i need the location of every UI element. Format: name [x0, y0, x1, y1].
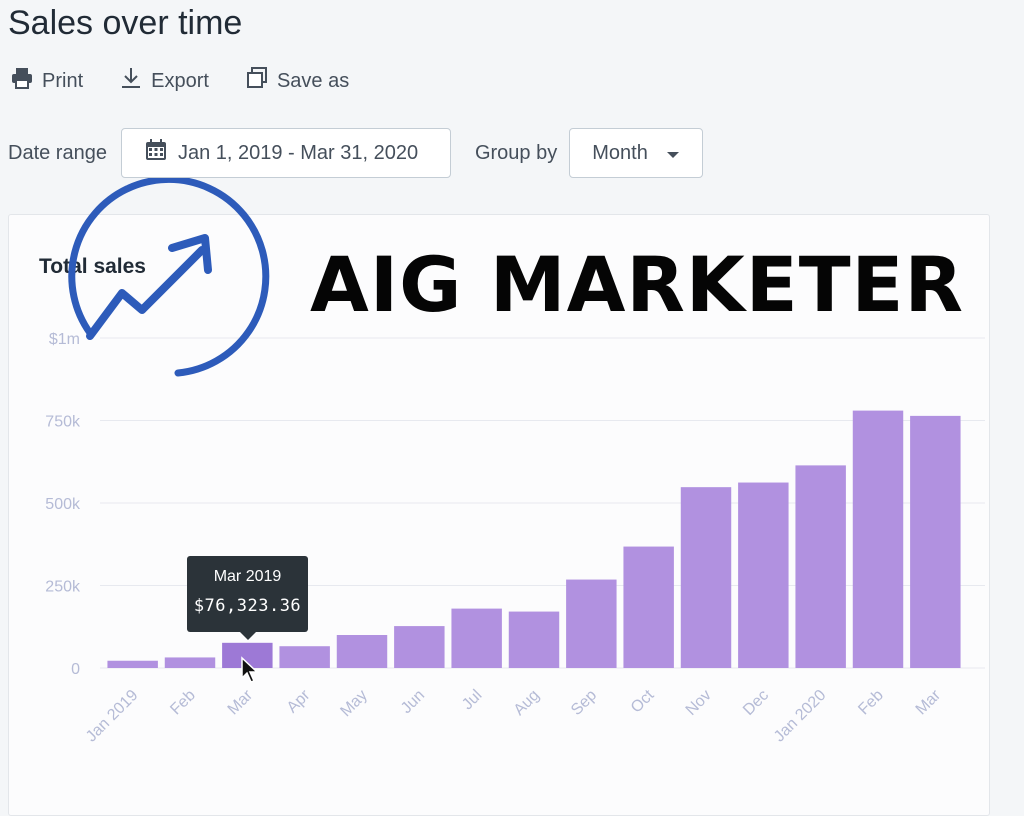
- sales-bar-chart: 0 250k 500k 750k $1m Jan 2019 Feb Mar Apr May Jun J…: [45, 331, 985, 746]
- bar-6[interactable]: [451, 608, 502, 668]
- bar-3[interactable]: [279, 646, 330, 668]
- caret-down-icon: [666, 142, 680, 165]
- bar-9[interactable]: [623, 546, 674, 668]
- y-tick-label: $1m: [49, 331, 80, 348]
- bar-7[interactable]: [508, 611, 560, 668]
- tooltip-arrow: [240, 632, 256, 640]
- y-tick-label: 500k: [45, 496, 81, 513]
- bar-tooltip: Mar 2019 $76,323.36: [187, 556, 308, 632]
- x-tick-label: Sep: [568, 687, 600, 719]
- bar-0[interactable]: [107, 660, 158, 668]
- group-by-value: Month: [592, 141, 648, 164]
- print-label: Print: [42, 69, 84, 92]
- x-tick-label: Feb: [855, 687, 887, 719]
- tooltip-value: $76,323.36: [193, 596, 302, 616]
- print-button[interactable]: Print: [10, 66, 83, 96]
- save-as-label: Save as: [276, 69, 350, 92]
- x-tick-label: Mar: [225, 686, 257, 718]
- y-tick-label: 0: [71, 661, 80, 678]
- x-tick-label: Jan 2020: [771, 687, 830, 746]
- mouse-cursor-icon: [241, 656, 259, 683]
- bar-13[interactable]: [852, 410, 904, 668]
- bar-8[interactable]: [566, 579, 617, 668]
- page-title: Sales over time: [8, 4, 243, 42]
- aig-logo-icon: [68, 178, 270, 377]
- export-label: Export: [151, 69, 209, 92]
- bar-5[interactable]: [394, 626, 445, 668]
- x-tick-label: Oct: [628, 686, 658, 716]
- copy-icon: [245, 66, 269, 96]
- filters-bar: Date range Jan 1, 2019 - Mar 31, 2020 Gr…: [8, 128, 704, 178]
- x-tick-label: Aug: [511, 687, 543, 719]
- x-tick-label: May: [337, 687, 370, 720]
- bar-10[interactable]: [680, 487, 732, 668]
- x-tick-label: Dec: [740, 687, 772, 719]
- x-tick-label: Mar: [913, 686, 945, 718]
- bar-1[interactable]: [164, 657, 216, 668]
- group-by-select[interactable]: Month: [569, 128, 704, 178]
- x-tick-label: Apr: [284, 686, 314, 716]
- date-range-label: Date range: [8, 141, 107, 164]
- x-tick-label: Nov: [683, 687, 715, 719]
- bar-12[interactable]: [795, 465, 846, 668]
- group-by-label: Group by: [474, 141, 558, 164]
- toolbar: Print Export Save as: [10, 66, 349, 96]
- x-tick-label: Jun: [398, 687, 428, 717]
- y-tick-label: 250k: [45, 579, 81, 596]
- date-range-value: Jan 1, 2019 - Mar 31, 2020: [177, 141, 419, 164]
- bar-4[interactable]: [336, 635, 388, 668]
- bar-11[interactable]: [738, 482, 789, 668]
- y-tick-label: 750k: [45, 414, 81, 431]
- x-tick-label: Feb: [167, 687, 199, 719]
- printer-icon: [10, 66, 34, 96]
- calendar-icon: [144, 138, 168, 168]
- x-tick-label: Jan 2019: [83, 687, 142, 746]
- chart-title: Total sales: [39, 255, 146, 278]
- date-range-picker[interactable]: Jan 1, 2019 - Mar 31, 2020: [120, 128, 451, 178]
- download-icon: [119, 66, 143, 96]
- bar-14[interactable]: [910, 415, 961, 668]
- x-tick-label: Jul: [459, 687, 485, 713]
- export-button[interactable]: Export: [119, 66, 209, 96]
- watermark-text: AIG MARKETER: [310, 240, 964, 329]
- save-as-button[interactable]: Save as: [245, 66, 349, 96]
- tooltip-month: Mar 2019: [213, 568, 282, 585]
